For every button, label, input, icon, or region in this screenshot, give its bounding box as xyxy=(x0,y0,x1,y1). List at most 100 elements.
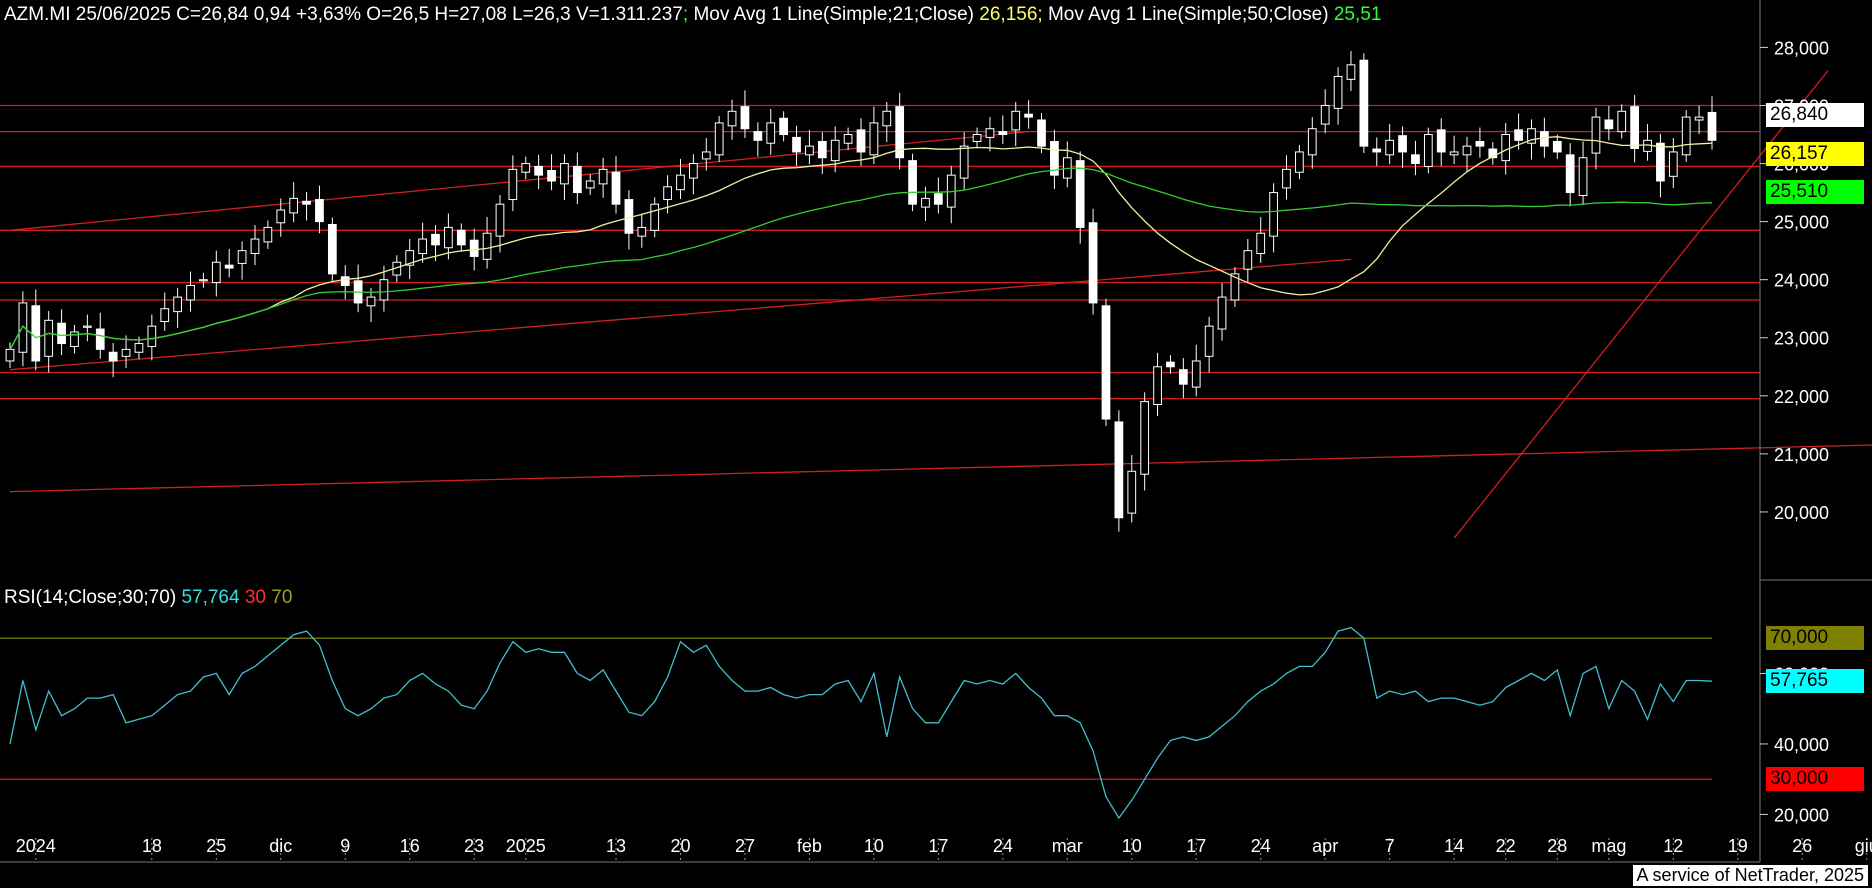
candle-body xyxy=(82,325,92,328)
candle-body xyxy=(302,200,311,205)
candle-body xyxy=(521,163,531,173)
x-tick-label: apr xyxy=(1312,836,1338,856)
x-tick-label: 22 xyxy=(1496,836,1516,856)
candle-body xyxy=(1320,104,1330,125)
candle-body xyxy=(1552,140,1562,153)
ma50-line xyxy=(9,167,1713,350)
x-tick-label: 20 xyxy=(670,836,690,856)
candle-body xyxy=(1617,110,1627,133)
candle-body xyxy=(134,343,144,353)
candle-body xyxy=(1514,129,1523,141)
ma50-label: Mov Avg 1 Line(Simple;50;Close) xyxy=(1047,4,1329,25)
x-tick-label: 17 xyxy=(928,836,948,856)
candle-body xyxy=(1462,145,1472,156)
candle-body xyxy=(237,250,247,264)
ma21-line xyxy=(9,136,1713,350)
x-tick-label: 9 xyxy=(340,836,350,856)
price-tick-label: 28,000 xyxy=(1774,38,1829,58)
candle-body xyxy=(495,203,505,237)
trendline xyxy=(1453,70,1829,539)
x-tick-label: 17 xyxy=(1186,836,1206,856)
x-tick-label: feb xyxy=(797,836,822,856)
x-tick-label: 25 xyxy=(206,836,226,856)
candle-body xyxy=(598,168,608,185)
candle-body xyxy=(289,197,299,214)
candle-body xyxy=(1346,64,1356,80)
candle-body xyxy=(1565,154,1575,194)
candle-body xyxy=(1333,75,1343,109)
candle-body xyxy=(676,174,685,191)
quote-text: AZM.MI 25/06/2025 C=26,84 0,94 +3,63% O=… xyxy=(4,4,683,25)
x-tick-label: 18 xyxy=(142,836,162,856)
value-badge: 57,765 xyxy=(1766,669,1864,694)
candle-body xyxy=(830,139,840,162)
trendline xyxy=(9,444,1872,493)
candle-body xyxy=(263,226,273,243)
candle-body xyxy=(1153,366,1162,406)
candle-body xyxy=(315,199,324,223)
candle-body xyxy=(740,106,750,130)
candle-body xyxy=(882,110,892,127)
candle-body xyxy=(1372,148,1382,153)
candle-body xyxy=(727,110,737,127)
candle-body xyxy=(469,239,479,257)
candle-body xyxy=(985,128,995,138)
price-tick-label: 21,000 xyxy=(1774,445,1829,465)
candle-body xyxy=(1540,131,1549,147)
price-tick-label: 20,000 xyxy=(1774,503,1829,523)
x-tick-label: 24 xyxy=(1251,836,1271,856)
candle-body xyxy=(31,305,41,362)
candle-body xyxy=(972,134,982,142)
candlesticks xyxy=(5,50,1717,532)
moving-averages xyxy=(9,136,1713,350)
candle-body xyxy=(547,170,556,182)
candle-body xyxy=(482,232,492,260)
footer-credit: A service of NetTrader, 2025 xyxy=(1632,865,1868,886)
x-tick-label: 27 xyxy=(735,836,755,856)
candle-body xyxy=(108,351,118,362)
candle-body xyxy=(534,165,544,176)
candle-body xyxy=(766,122,776,144)
rsi-tick-label: 20,000 xyxy=(1774,805,1829,825)
value-badge: 25,510 xyxy=(1766,180,1864,204)
candle-body xyxy=(1295,151,1304,173)
candle-body xyxy=(663,186,672,201)
candle-body xyxy=(908,160,917,205)
candle-body xyxy=(714,122,724,156)
price-tick-label: 25,000 xyxy=(1774,213,1829,233)
candle-body xyxy=(250,238,260,255)
x-tick-label: 19 xyxy=(1728,836,1748,856)
value-badge: 26,840 xyxy=(1766,102,1864,127)
price-tick-label: 23,000 xyxy=(1774,329,1829,349)
candle-body xyxy=(1707,111,1717,141)
price-tick-label: 22,000 xyxy=(1774,387,1829,407)
axes: 28,00027,00026,00025,00024,00023,00022,0… xyxy=(0,0,1872,863)
candle-body xyxy=(224,264,234,269)
candle-body xyxy=(1011,110,1021,131)
x-tick-label: 28 xyxy=(1547,836,1567,856)
rsi-low: 30 xyxy=(244,587,266,608)
candle-body xyxy=(431,233,440,246)
candle-body xyxy=(650,203,660,231)
candle-body xyxy=(276,209,286,224)
candle-body xyxy=(1127,470,1137,514)
candle-body xyxy=(1282,168,1291,189)
rsi-tick-label: 40,000 xyxy=(1774,735,1829,755)
candle-body xyxy=(805,145,814,156)
candle-body xyxy=(1527,128,1536,144)
candle-body xyxy=(1114,421,1124,519)
x-tick-label: 2024 xyxy=(16,836,56,856)
x-tick-label: 14 xyxy=(1444,836,1464,856)
candle-body xyxy=(1191,360,1201,388)
rsi-label: RSI(14;Close;30;70) xyxy=(4,587,177,608)
x-tick-label: 26 xyxy=(1792,836,1812,856)
candle-body xyxy=(753,131,763,141)
x-tick-label: dic xyxy=(269,836,292,856)
candle-body xyxy=(340,276,350,286)
candle-body xyxy=(508,168,518,201)
candle-body xyxy=(211,261,221,284)
value-badge: 70,000 xyxy=(1766,626,1864,651)
candle-body xyxy=(959,145,969,179)
rsi-header: RSI(14;Close;30;70) 57,764 30 70 xyxy=(4,587,292,609)
